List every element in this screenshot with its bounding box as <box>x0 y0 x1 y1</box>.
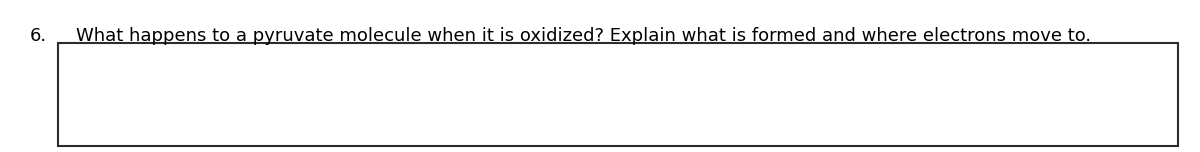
Text: 6.: 6. <box>30 27 47 45</box>
Text: What happens to a pyruvate molecule when it is oxidized? Explain what is formed : What happens to a pyruvate molecule when… <box>76 27 1091 45</box>
Bar <box>58 43 1178 146</box>
